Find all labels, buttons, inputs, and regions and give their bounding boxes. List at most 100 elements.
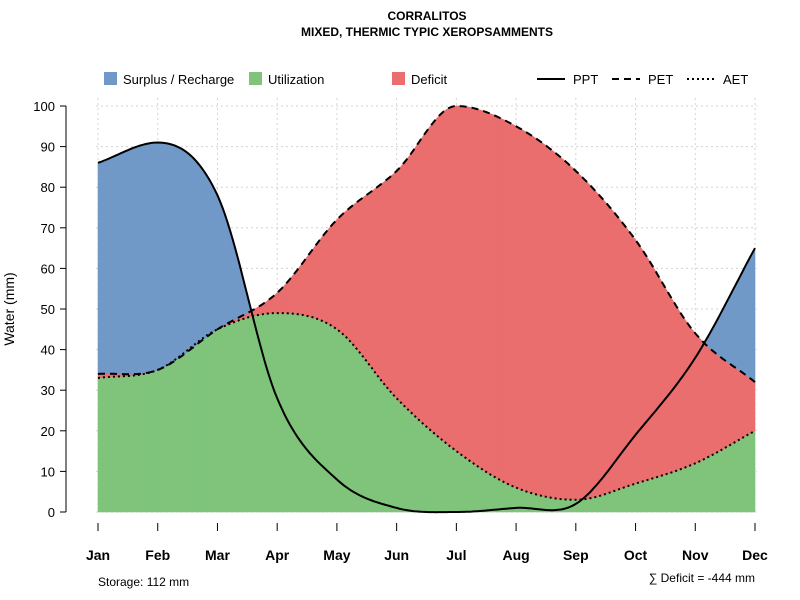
deficit-area — [470, 107, 475, 465]
surplus-area — [729, 290, 733, 367]
deficit-area — [607, 204, 611, 494]
utilization-area — [239, 318, 243, 513]
utilization-area — [744, 434, 748, 513]
utilization-area — [401, 402, 405, 513]
deficit-area — [256, 305, 261, 316]
utilization-area — [296, 313, 300, 513]
deficit-area — [682, 315, 686, 469]
surplus-area — [202, 168, 206, 341]
utilization-area — [498, 478, 502, 513]
deficit-area — [411, 148, 415, 417]
deficit-area — [438, 112, 442, 441]
utilization-area — [662, 474, 666, 513]
utilization-area — [473, 463, 477, 513]
surplus-area — [204, 171, 208, 339]
deficit-area — [647, 257, 651, 481]
deficit-area — [704, 343, 709, 460]
utilization-area — [426, 426, 430, 513]
deficit-area — [478, 109, 482, 470]
utilization-area — [627, 484, 631, 513]
deficit-area — [500, 118, 504, 483]
surplus-area — [229, 229, 233, 323]
utilization-area — [719, 448, 723, 513]
utilization-area — [478, 466, 482, 513]
utilization-area — [461, 454, 465, 513]
deficit-area — [719, 356, 723, 452]
surplus-area — [717, 314, 721, 358]
utilization-area — [351, 342, 355, 513]
legend-label-deficit: Deficit — [411, 72, 448, 87]
surplus-area — [105, 158, 109, 375]
deficit-area — [510, 123, 514, 488]
utilization-area — [483, 469, 487, 513]
utilization-area — [140, 373, 144, 513]
deficit-area — [602, 198, 606, 496]
surplus-area — [747, 257, 751, 379]
surplus-area — [115, 154, 119, 375]
deficit-area — [264, 300, 268, 315]
utilization-area — [582, 498, 587, 513]
surplus-area — [100, 160, 104, 375]
legend-swatch-surplus — [104, 72, 117, 85]
utilization-area — [458, 452, 462, 513]
utilization-area — [194, 343, 198, 513]
deficit-area — [403, 158, 407, 409]
utilization-area — [251, 315, 256, 513]
filled-areas — [97, 105, 756, 513]
utilization-area — [152, 370, 156, 513]
deficit-area — [508, 121, 512, 486]
surplus-area — [110, 156, 114, 375]
utilization-area — [466, 457, 470, 513]
series-line-aet — [97, 312, 756, 501]
utilization-area — [722, 447, 726, 513]
deficit-area — [605, 201, 609, 495]
utilization-area — [388, 389, 392, 513]
deficit-area — [401, 161, 405, 407]
utilization-area — [682, 466, 686, 513]
utilization-area — [214, 328, 218, 513]
deficit-area — [724, 359, 728, 449]
deficit-area — [274, 292, 278, 314]
deficit-area — [366, 192, 370, 366]
utilization-area — [707, 455, 711, 513]
utilization-area — [115, 376, 119, 513]
utilization-area — [637, 481, 641, 513]
deficit-area — [461, 105, 465, 458]
utilization-area — [125, 375, 129, 513]
utilization-area — [266, 313, 271, 513]
utilization-area — [316, 318, 320, 513]
utilization-area — [670, 471, 674, 513]
deficit-area — [416, 141, 420, 421]
utilization-area — [334, 327, 338, 513]
utilization-area — [147, 372, 151, 513]
utilization-area — [135, 374, 139, 513]
surplus-area — [142, 143, 146, 374]
surplus-area — [125, 149, 129, 375]
utilization-area — [309, 316, 313, 513]
utilization-area — [602, 493, 606, 513]
legend-label-ppt: PPT — [573, 72, 598, 87]
legend-label-aet: AET — [723, 72, 748, 87]
utilization-area — [132, 374, 136, 513]
deficit-area — [642, 249, 646, 482]
utilization-area — [667, 472, 671, 513]
utilization-area — [172, 360, 176, 513]
deficit-area — [573, 167, 577, 501]
legend-swatch-utilization — [249, 72, 262, 85]
utilization-area — [456, 450, 460, 513]
utilization-area — [585, 498, 589, 513]
utilization-area — [563, 498, 567, 513]
x-tick-label: Dec — [742, 547, 768, 563]
deficit-area — [699, 338, 704, 462]
deficit-area — [463, 106, 467, 459]
utilization-area — [727, 444, 731, 513]
surplus-area — [189, 154, 193, 351]
legend: Surplus / Recharge Utilization Deficit P… — [104, 72, 748, 87]
utilization-area — [209, 332, 213, 513]
utilization-area — [346, 337, 350, 513]
utilization-area — [189, 347, 193, 513]
utilization-area — [184, 351, 188, 513]
storage-annotation: Storage: 112 mm — [98, 575, 189, 589]
utilization-area — [294, 313, 298, 513]
utilization-area — [234, 320, 238, 513]
